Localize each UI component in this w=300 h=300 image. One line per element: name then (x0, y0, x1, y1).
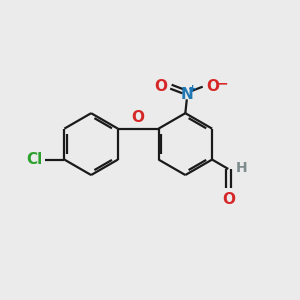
Text: Cl: Cl (26, 152, 42, 167)
Text: O: O (222, 192, 235, 207)
Text: H: H (236, 160, 247, 175)
Text: +: + (188, 84, 197, 94)
Text: O: O (206, 79, 220, 94)
Text: O: O (154, 79, 167, 94)
Text: −: − (217, 76, 229, 90)
Text: N: N (180, 87, 193, 102)
Text: O: O (132, 110, 145, 125)
